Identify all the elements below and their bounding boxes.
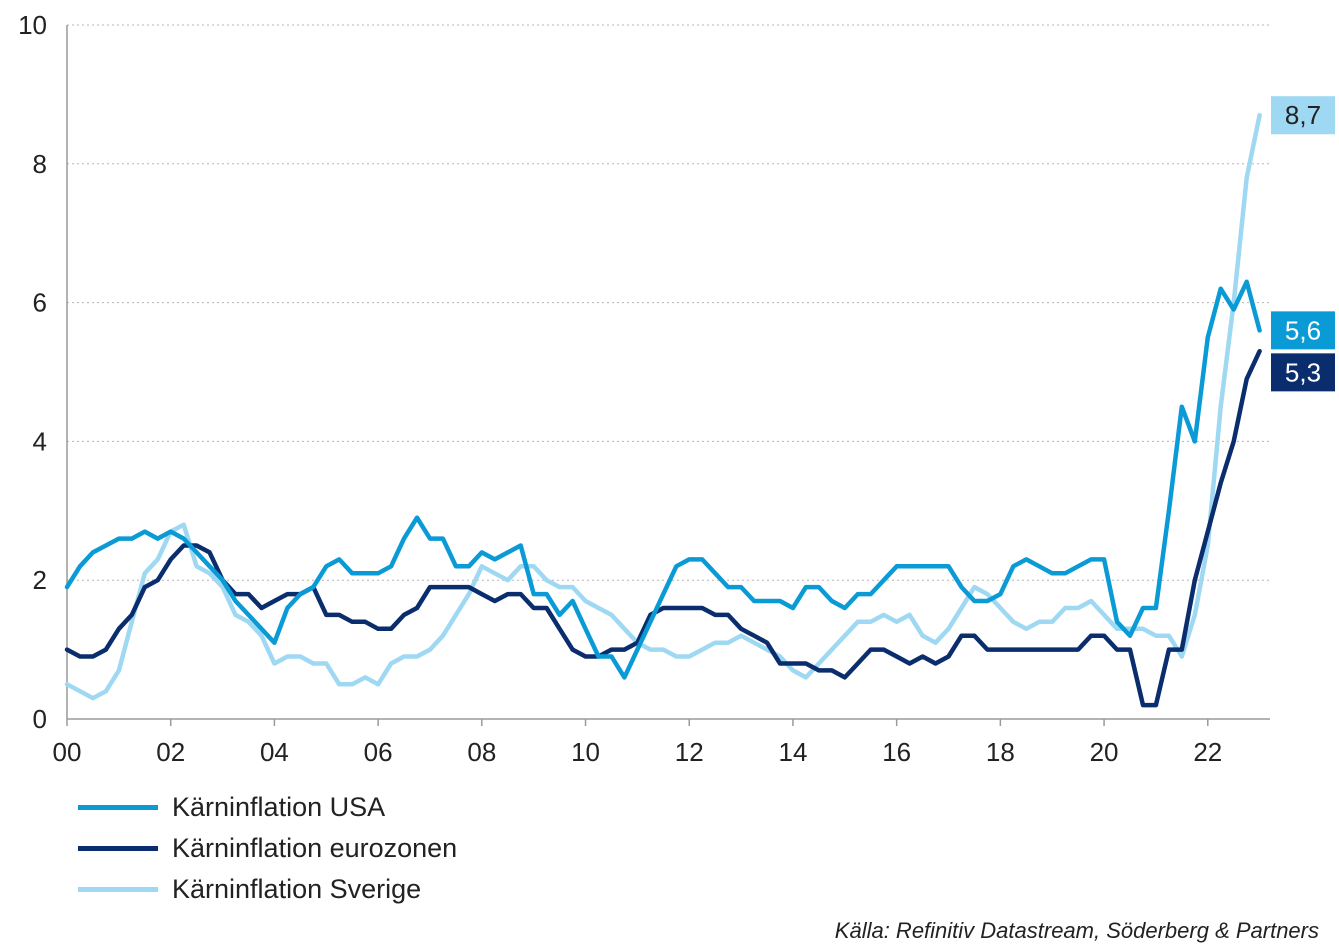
y-tick-label-3: 6 bbox=[33, 288, 47, 318]
y-tick-label-5: 10 bbox=[18, 10, 47, 40]
end-label-text-2: 8,7 bbox=[1285, 100, 1321, 130]
x-tick-label-0: 00 bbox=[53, 737, 82, 767]
y-axis-tick-labels: 0 2 4 6 8 10 bbox=[18, 10, 47, 734]
x-tick-label-10: 20 bbox=[1090, 737, 1119, 767]
legend-label-eurozonen: Kärninflation eurozonen bbox=[172, 833, 458, 863]
x-tick-label-7: 14 bbox=[778, 737, 807, 767]
series-lines bbox=[64, 112, 1262, 708]
x-tick-label-5: 10 bbox=[571, 737, 600, 767]
x-axis-tick-labels: 00 02 04 06 08 10 12 14 16 18 20 22 bbox=[53, 737, 1223, 767]
x-tick-label-2: 04 bbox=[260, 737, 289, 767]
legend-swatch-eurozonen bbox=[78, 846, 158, 851]
series-line-2 bbox=[64, 112, 1262, 701]
legend-item-eurozonen: Kärninflation eurozonen bbox=[78, 828, 457, 869]
x-tick-label-3: 06 bbox=[364, 737, 393, 767]
legend-swatch-sverige bbox=[78, 887, 158, 892]
end-label-box-1 bbox=[1271, 353, 1335, 392]
y-tick-label-1: 2 bbox=[33, 565, 47, 595]
x-tick-label-6: 12 bbox=[675, 737, 704, 767]
end-label-text-0: 5,6 bbox=[1285, 315, 1321, 345]
y-tick-label-0: 0 bbox=[33, 704, 47, 734]
source-note: Källa: Refinitiv Datastream, Söderberg &… bbox=[834, 918, 1319, 943]
end-label-box-2 bbox=[1271, 96, 1335, 135]
y-tick-label-2: 4 bbox=[33, 426, 47, 456]
x-tick-label-1: 02 bbox=[156, 737, 185, 767]
x-tick-label-4: 08 bbox=[467, 737, 496, 767]
end-label-box-0 bbox=[1271, 311, 1335, 350]
legend-item-usa: Kärninflation USA bbox=[78, 787, 457, 828]
x-tick-label-11: 22 bbox=[1193, 737, 1222, 767]
x-tick-label-9: 18 bbox=[986, 737, 1015, 767]
legend: Kärninflation USA Kärninflation eurozone… bbox=[78, 787, 457, 910]
x-tick-label-8: 16 bbox=[882, 737, 911, 767]
grid-lines bbox=[67, 24, 1270, 581]
series-line-0 bbox=[64, 279, 1262, 680]
legend-item-sverige: Kärninflation Sverige bbox=[78, 869, 457, 910]
legend-swatch-usa bbox=[78, 805, 158, 810]
y-tick-label-4: 8 bbox=[33, 149, 47, 179]
axes bbox=[66, 25, 1270, 726]
legend-label-sverige: Kärninflation Sverige bbox=[172, 874, 422, 904]
series-line-1 bbox=[64, 348, 1262, 708]
end-value-labels: 5,6 5,3 8,7 bbox=[1271, 96, 1335, 392]
end-label-text-1: 5,3 bbox=[1285, 357, 1321, 387]
legend-label-usa: Kärninflation USA bbox=[172, 792, 386, 822]
